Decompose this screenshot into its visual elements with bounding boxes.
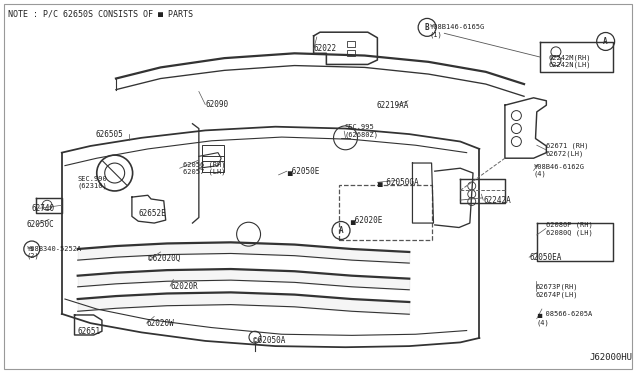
Text: 62652E: 62652E — [138, 209, 166, 218]
Text: 62090: 62090 — [205, 100, 228, 109]
Text: 62080P (RH)
62080Q (LH): 62080P (RH) 62080Q (LH) — [546, 222, 593, 235]
Text: J62000HU: J62000HU — [589, 353, 632, 362]
Text: ▄62050E: ▄62050E — [287, 167, 319, 176]
Text: ¥08B340-5252A
(2): ¥08B340-5252A (2) — [27, 246, 82, 259]
Bar — [202, 156, 224, 172]
Text: 62740: 62740 — [32, 204, 55, 213]
Text: 62673P(RH)
62674P(LH): 62673P(RH) 62674P(LH) — [536, 283, 578, 298]
Text: NOTE : P/C 62650S CONSISTS OF ■ PARTS: NOTE : P/C 62650S CONSISTS OF ■ PARTS — [8, 10, 193, 19]
Bar — [347, 41, 355, 47]
Text: 62671 (RH)
62672(LH): 62671 (RH) 62672(LH) — [546, 143, 588, 157]
Text: ©62020Q: ©62020Q — [148, 254, 180, 263]
Text: 62020R: 62020R — [170, 282, 198, 291]
Text: 62219AA: 62219AA — [376, 101, 408, 110]
Text: ▄ 08566-6205A
(4): ▄ 08566-6205A (4) — [537, 311, 592, 326]
Text: 62050C: 62050C — [27, 221, 54, 230]
Text: 626505: 626505 — [95, 129, 124, 139]
Bar — [347, 49, 355, 55]
Text: 62056 (RH)
62057 (LH): 62056 (RH) 62057 (LH) — [183, 161, 225, 175]
Text: SEC.990
(62310): SEC.990 (62310) — [77, 176, 108, 189]
Text: B: B — [425, 23, 429, 32]
Text: ▄ 62050GA: ▄ 62050GA — [378, 178, 419, 187]
Text: ©62050A: ©62050A — [253, 336, 285, 346]
Text: 62242M(RH)
62242N(LH): 62242M(RH) 62242N(LH) — [548, 54, 591, 68]
Text: A: A — [339, 226, 343, 235]
Text: S: S — [30, 247, 34, 251]
Text: ▄62020E: ▄62020E — [351, 216, 383, 225]
Text: 62050EA: 62050EA — [529, 253, 561, 262]
Text: 62022: 62022 — [314, 44, 337, 53]
Text: 62242A: 62242A — [483, 196, 511, 205]
Text: A: A — [604, 37, 608, 46]
Bar — [202, 145, 224, 161]
Text: ¥08B46-6162G
(4): ¥08B46-6162G (4) — [534, 164, 584, 177]
Text: 62651: 62651 — [77, 327, 101, 336]
Text: ¥08B146-6165G
(1): ¥08B146-6165G (1) — [429, 24, 485, 38]
Text: SEC.995
(62680Z): SEC.995 (62680Z) — [344, 124, 378, 138]
Text: 62020W: 62020W — [147, 319, 174, 328]
Bar — [339, 185, 431, 240]
